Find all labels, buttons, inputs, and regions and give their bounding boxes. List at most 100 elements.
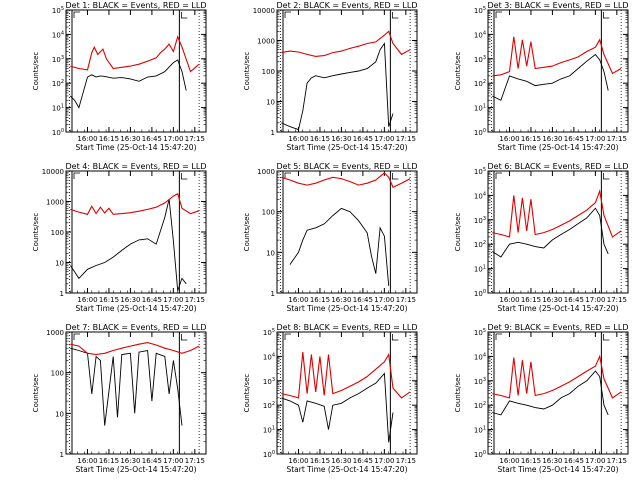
x-tick-label: 16:45 xyxy=(353,135,373,143)
series-line-events xyxy=(69,198,187,291)
y-axis-label: Counts/sec xyxy=(454,52,462,91)
x-tick-label: 16:00 xyxy=(77,135,97,143)
panel-det-2: Det 2: BLACK = Events, RED = LLD 1 10 100 10… xyxy=(243,1,418,152)
y-tick-label: 102 xyxy=(263,401,275,410)
y-tick-label: 101 xyxy=(52,104,64,113)
y-tick-label: 103 xyxy=(474,55,486,64)
series-line-lld xyxy=(70,35,200,73)
y-tick-label: 103 xyxy=(52,55,64,64)
panel-det-9: Det 9: BLACK = Events, RED = LLD 100 101 10… xyxy=(454,323,629,474)
plot-frame xyxy=(65,170,207,294)
marker-flag xyxy=(602,334,610,341)
y-axis-label: Counts/sec xyxy=(32,213,40,252)
x-tick-label: 16:15 xyxy=(521,457,541,465)
y-tick-label: 1000 xyxy=(46,199,64,207)
panel-det-7: Det 7: BLACK = Events, RED = LLD 1 10 100 10… xyxy=(32,323,207,474)
y-axis-label: Counts/sec xyxy=(243,52,251,91)
panel-det-1: Det 1: BLACK = Events, RED = LLD 100 101 10… xyxy=(32,1,207,152)
y-tick-label: 102 xyxy=(474,401,486,410)
plot-frame xyxy=(487,9,629,133)
y-tick-label: 101 xyxy=(474,426,486,435)
y-tick-label: 104 xyxy=(52,30,64,39)
series-group xyxy=(281,30,411,131)
series-line-events xyxy=(281,42,394,131)
x-tick-label: 16:15 xyxy=(99,135,119,143)
y-tick-label: 10000 xyxy=(42,168,64,176)
series-line-events xyxy=(492,370,609,416)
y-tick-label: 101 xyxy=(263,426,275,435)
panel-title: Det 2: BLACK = Events, RED = LLD xyxy=(277,1,418,10)
marker-flag xyxy=(73,333,81,340)
x-tick-label: 16:30 xyxy=(331,457,351,465)
series-line-events xyxy=(69,59,187,109)
marker-flag xyxy=(495,333,503,340)
y-tick-label: 105 xyxy=(52,6,64,15)
x-tick-label: 16:30 xyxy=(331,135,351,143)
y-tick-label: 1000 xyxy=(257,38,275,46)
panel-title: Det 7: BLACK = Events, RED = LLD xyxy=(66,323,207,332)
y-tick-label: 10 xyxy=(266,249,275,257)
y-tick-label: 104 xyxy=(474,191,486,200)
y-axis-label: Counts/sec xyxy=(32,52,40,91)
marker-flag xyxy=(602,173,610,180)
x-tick-label: 16:00 xyxy=(288,296,308,304)
x-tick-label: 16:30 xyxy=(120,296,140,304)
marker-flag xyxy=(73,11,81,18)
series-line-lld xyxy=(492,36,622,77)
marker-flag xyxy=(391,334,399,341)
y-axis-label: Counts/sec xyxy=(32,374,40,413)
series-line-events xyxy=(492,53,609,101)
x-axis-label: Start Time (25-Oct-14 15:47:20) xyxy=(497,143,618,152)
y-tick-label: 10 xyxy=(266,99,275,107)
panel-det-5: Det 5: BLACK = Events, RED = LLD 1 10 100 10… xyxy=(243,162,418,313)
x-tick-label: 17:15 xyxy=(607,296,627,304)
x-tick-label: 16:30 xyxy=(120,457,140,465)
x-tick-label: 16:30 xyxy=(331,296,351,304)
plot-frame xyxy=(487,170,629,294)
y-tick-label: 101 xyxy=(474,265,486,274)
x-axis-label: Start Time (25-Oct-14 15:47:20) xyxy=(497,465,618,474)
series-line-lld xyxy=(281,352,411,399)
marker-flag xyxy=(284,333,292,340)
x-tick-label: 17:15 xyxy=(607,135,627,143)
x-tick-label: 17:00 xyxy=(374,135,394,143)
x-tick-label: 16:30 xyxy=(542,135,562,143)
marker-flag xyxy=(495,11,503,18)
y-tick-label: 102 xyxy=(474,240,486,249)
y-tick-label: 1000 xyxy=(46,329,64,337)
x-tick-label: 17:00 xyxy=(585,135,605,143)
y-tick-label: 100 xyxy=(51,229,64,237)
series-line-events xyxy=(289,207,390,286)
x-tick-label: 17:15 xyxy=(607,457,627,465)
y-tick-label: 1 xyxy=(60,451,64,459)
x-tick-label: 16:30 xyxy=(120,135,140,143)
x-tick-label: 16:15 xyxy=(521,135,541,143)
plot-frame xyxy=(276,170,418,294)
x-axis-label: Start Time (25-Oct-14 15:47:20) xyxy=(286,304,407,313)
panel-title: Det 4: BLACK = Events, RED = LLD xyxy=(66,162,207,171)
marker-flag xyxy=(495,172,503,179)
y-axis-label: Counts/sec xyxy=(243,213,251,252)
y-tick-label: 105 xyxy=(474,328,486,337)
series-line-lld xyxy=(281,172,411,188)
series-line-lld xyxy=(281,30,411,57)
series-line-lld xyxy=(70,342,200,356)
marker-flag xyxy=(284,11,292,18)
y-tick-label: 100 xyxy=(474,450,486,459)
y-tick-label: 100 xyxy=(52,128,64,137)
x-tick-label: 17:00 xyxy=(585,296,605,304)
series-group xyxy=(281,172,411,286)
y-tick-label: 101 xyxy=(474,104,486,113)
y-tick-label: 104 xyxy=(263,352,275,361)
marker-flag xyxy=(180,334,188,341)
x-tick-label: 16:45 xyxy=(564,457,584,465)
x-tick-label: 16:45 xyxy=(142,296,162,304)
x-tick-label: 16:00 xyxy=(77,296,97,304)
y-axis-label: Counts/sec xyxy=(454,213,462,252)
y-tick-label: 10 xyxy=(55,260,64,268)
x-tick-label: 16:45 xyxy=(142,457,162,465)
panel-title: Det 6: BLACK = Events, RED = LLD xyxy=(488,162,629,171)
plot-frame xyxy=(65,9,207,133)
marker-flag xyxy=(602,12,610,19)
x-tick-label: 16:45 xyxy=(353,457,373,465)
